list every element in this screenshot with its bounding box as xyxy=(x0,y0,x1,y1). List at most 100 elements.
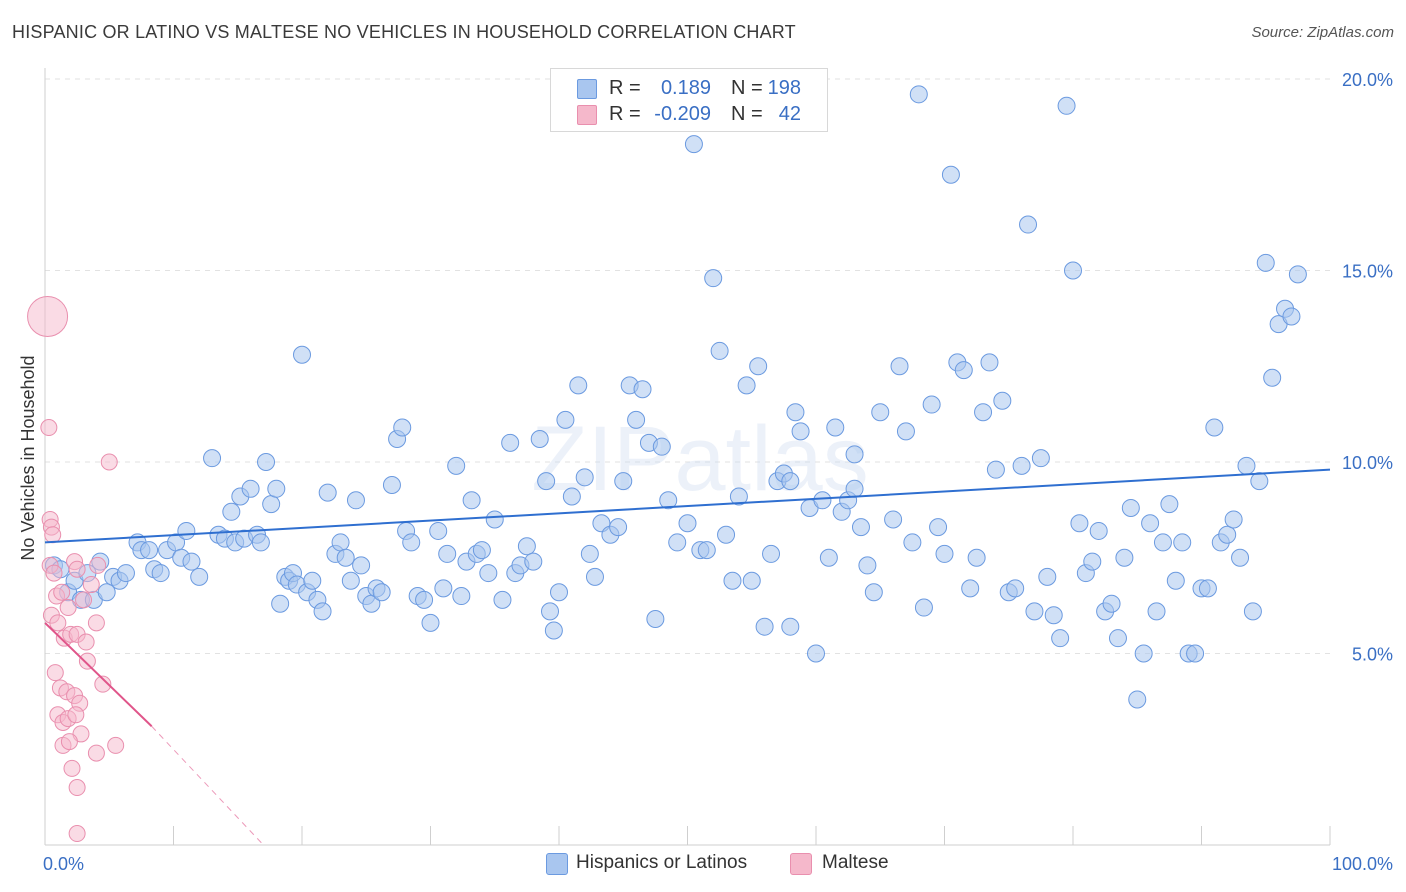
point-maltese xyxy=(78,652,96,670)
point-maltese xyxy=(44,526,62,544)
point-hispanics xyxy=(678,514,697,533)
point-hispanics xyxy=(786,403,805,422)
point-hispanics xyxy=(1108,629,1127,648)
point-hispanics xyxy=(116,564,135,583)
point-hispanics xyxy=(251,533,270,552)
point-hispanics xyxy=(922,395,941,414)
point-hispanics xyxy=(1243,602,1262,621)
point-hispanics xyxy=(352,556,371,575)
point-hispanics xyxy=(1141,514,1160,533)
point-hispanics xyxy=(929,518,948,537)
point-maltese xyxy=(53,583,71,601)
point-hispanics xyxy=(845,445,864,464)
y-tick-label: 20.0% xyxy=(1342,70,1393,90)
point-hispanics xyxy=(791,422,810,441)
point-hispanics xyxy=(524,552,543,571)
point-hispanics xyxy=(1256,253,1275,272)
point-maltese xyxy=(63,759,81,777)
point-maltese xyxy=(60,733,78,751)
point-hispanics xyxy=(580,544,599,563)
point-hispanics xyxy=(472,541,491,560)
point-maltese xyxy=(82,576,100,594)
legend-r-value: 0.189 xyxy=(660,77,711,99)
point-hispanics xyxy=(140,541,159,560)
series-maltese-points xyxy=(27,295,125,843)
trend-line-maltese-extension xyxy=(151,725,264,846)
correlation-legend: R = 0.189 N = 198 R = -0.209 N = 42 xyxy=(550,68,828,132)
point-hispanics xyxy=(1064,261,1082,280)
point-hispanics xyxy=(1038,567,1057,586)
tick-labels: 5.0% 10.0% 15.0% 20.0% 0.0% 100.0% xyxy=(43,70,1393,874)
point-hispanics xyxy=(668,533,687,552)
point-hispanics xyxy=(890,357,909,376)
point-hispanics xyxy=(257,453,276,471)
point-hispanics xyxy=(935,544,954,563)
point-hispanics xyxy=(896,422,915,441)
point-hispanics xyxy=(177,521,196,540)
axes xyxy=(44,68,1331,846)
point-hispanics xyxy=(485,510,504,529)
point-hispanics xyxy=(97,583,116,602)
point-hispanics xyxy=(627,410,646,429)
point-hispanics xyxy=(569,376,588,395)
point-hispanics xyxy=(190,567,209,586)
point-hispanics xyxy=(781,617,800,636)
point-hispanics xyxy=(1012,456,1031,475)
point-hispanics xyxy=(241,479,260,498)
point-hispanics xyxy=(1044,606,1063,625)
point-hispanics xyxy=(151,564,170,583)
point-hispanics xyxy=(974,403,993,422)
point-maltese xyxy=(94,675,112,693)
y-tick-label: 5.0% xyxy=(1352,645,1393,665)
point-maltese xyxy=(68,560,86,578)
point-hispanics xyxy=(493,590,512,609)
point-hispanics xyxy=(710,341,729,360)
point-hispanics xyxy=(556,410,575,429)
point-hispanics xyxy=(1006,579,1025,598)
point-hispanics xyxy=(684,135,703,154)
point-hispanics xyxy=(1051,629,1070,648)
point-hispanics xyxy=(501,433,520,452)
point-hispanics xyxy=(1166,571,1185,590)
point-hispanics xyxy=(544,621,563,640)
point-hispanics xyxy=(762,544,781,563)
point-hispanics xyxy=(346,491,365,510)
point-maltese xyxy=(87,614,105,632)
point-maltese xyxy=(87,744,105,762)
point-hispanics xyxy=(479,564,498,583)
legend-n-label: N = xyxy=(731,77,763,99)
point-hispanics xyxy=(723,571,742,590)
point-hispanics xyxy=(1288,265,1307,284)
point-maltese xyxy=(100,453,118,471)
legend-n-value: 198 xyxy=(767,77,801,99)
point-hispanics xyxy=(1218,525,1237,544)
point-hispanics xyxy=(909,85,928,104)
point-hispanics xyxy=(742,571,761,590)
point-hispanics xyxy=(1237,456,1256,475)
point-hispanics xyxy=(633,380,652,399)
point-hispanics xyxy=(1070,514,1089,533)
point-hispanics xyxy=(1160,495,1179,514)
point-hispanics xyxy=(1128,690,1147,709)
point-hispanics xyxy=(1250,472,1269,491)
point-hispanics xyxy=(1115,548,1134,567)
point-hispanics xyxy=(517,537,536,556)
point-hispanics xyxy=(858,556,877,575)
point-hispanics xyxy=(1198,579,1217,598)
point-maltese xyxy=(46,664,64,682)
point-maltese xyxy=(45,564,63,582)
point-hispanics xyxy=(372,583,391,602)
point-hispanics xyxy=(851,518,870,537)
bottom-legend-swatch-pink xyxy=(790,853,812,875)
point-hispanics xyxy=(1031,449,1050,468)
point-hispanics xyxy=(421,613,440,632)
point-hispanics xyxy=(941,165,960,184)
x-tick-label-max: 100.0% xyxy=(1332,854,1393,874)
bottom-legend-swatch-blue xyxy=(546,853,568,875)
point-hispanics xyxy=(550,583,568,602)
y-tick-label: 15.0% xyxy=(1342,262,1393,282)
point-hispanics xyxy=(717,525,736,544)
point-hispanics xyxy=(1083,552,1102,571)
point-hispanics xyxy=(813,491,832,510)
